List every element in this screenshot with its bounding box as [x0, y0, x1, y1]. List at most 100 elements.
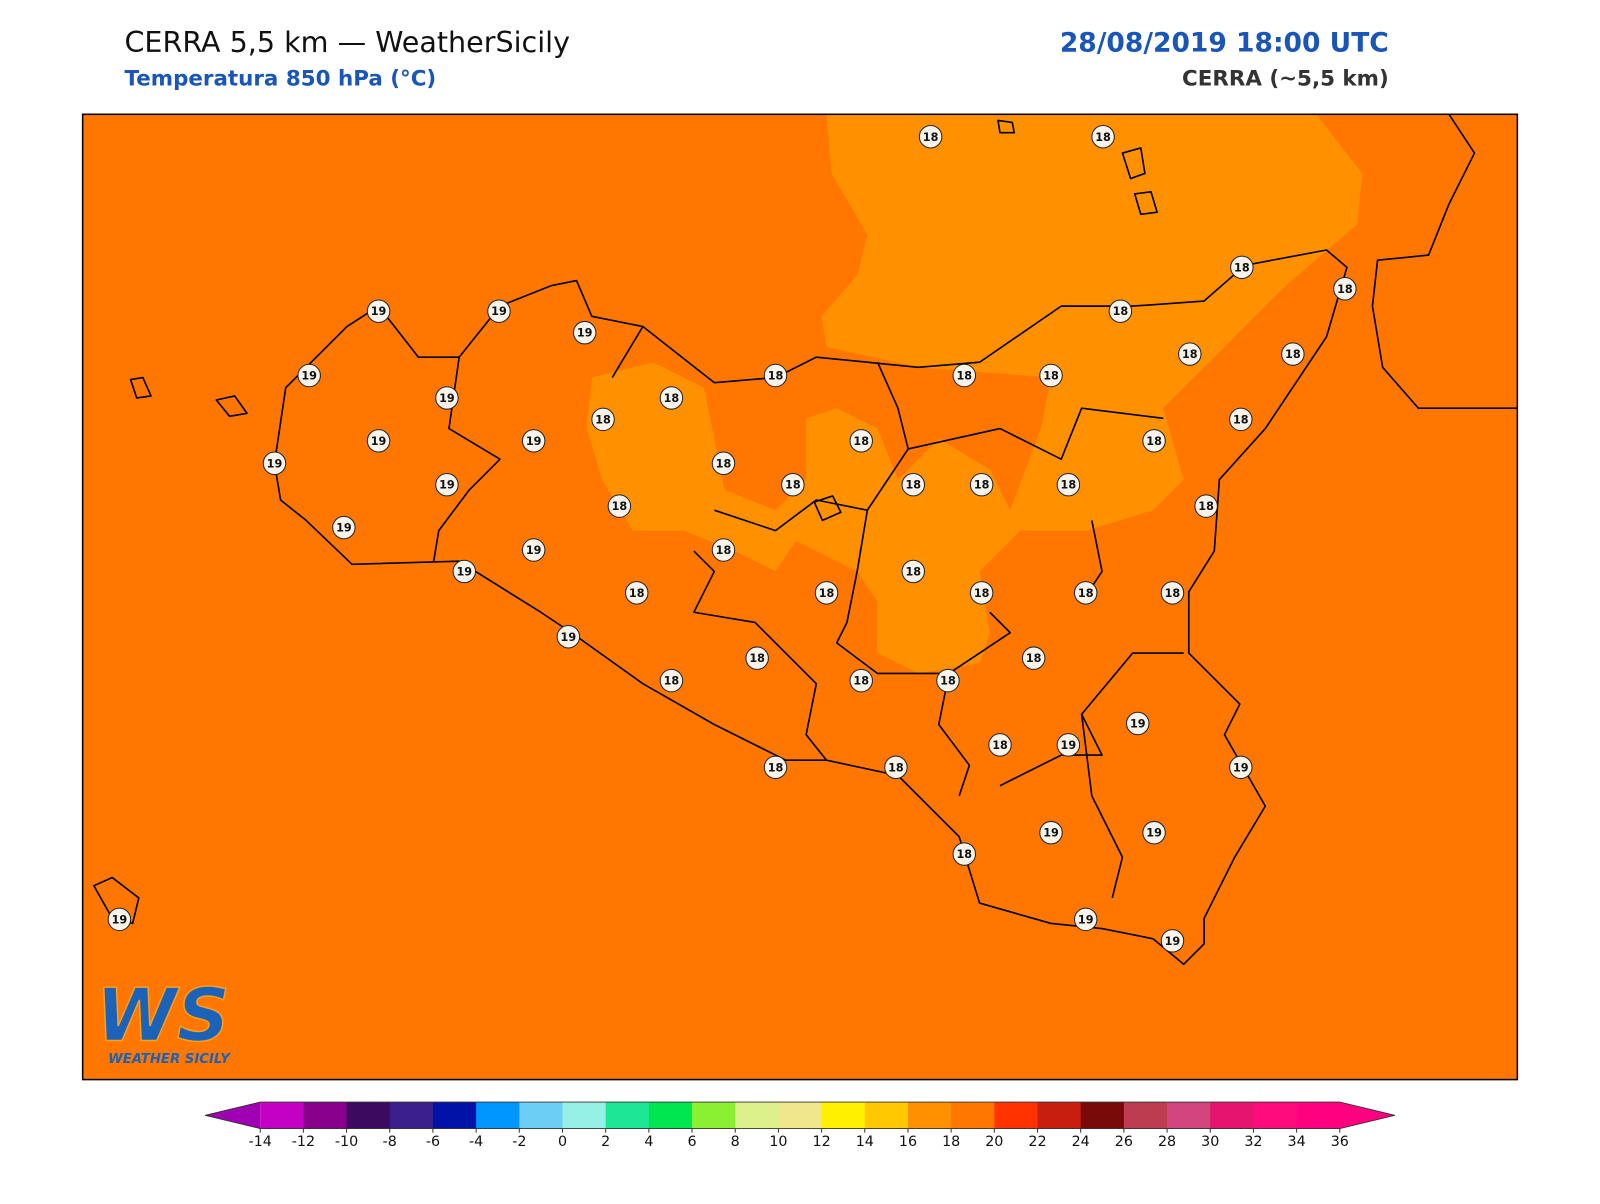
station-value: 18 [595, 413, 611, 426]
station-marker [988, 733, 1012, 757]
colorbar-tick-label: 12 [813, 1134, 831, 1150]
station-value: 19 [336, 522, 352, 535]
station-value: 18 [716, 544, 732, 557]
station-value: 18 [1146, 435, 1162, 448]
colorbar-tick-label: 8 [731, 1134, 740, 1150]
station-marker [521, 538, 546, 562]
colorbar-tick-label: 28 [1158, 1134, 1176, 1150]
station-marker [1021, 646, 1046, 670]
colorbar-tick-label: -12 [292, 1134, 315, 1150]
colorbar-extend-high [1339, 1102, 1395, 1129]
station-marker [1229, 755, 1253, 780]
colorbar-tick-label: 26 [1115, 1134, 1133, 1150]
colorbar-tick-label: 6 [688, 1134, 697, 1150]
colorbar-tick-label: 18 [942, 1134, 960, 1150]
logo-tagline: WEATHER SICILY [108, 1052, 231, 1067]
datetime: 28/08/2019 18:00 UTC [1060, 27, 1389, 58]
station-marker [262, 451, 287, 475]
station-value: 18 [1233, 413, 1249, 426]
station-value: 18 [956, 370, 972, 383]
colorbar-extend-low [205, 1102, 261, 1129]
colorbar-tick-label: -2 [512, 1134, 526, 1150]
station-marker [332, 515, 356, 540]
station-marker [1160, 581, 1185, 605]
colorbar-segment [1080, 1102, 1125, 1129]
colorbar-tick-label: 36 [1331, 1134, 1349, 1150]
station-marker [711, 538, 736, 562]
station-value: 19 [1130, 717, 1146, 730]
station-value: 19 [1146, 827, 1162, 840]
station-marker [1230, 255, 1254, 280]
colorbar-tick-label: -10 [335, 1134, 358, 1150]
station-value: 19 [526, 544, 542, 557]
station-marker [1160, 929, 1185, 953]
logo-mark: WS [96, 973, 230, 1058]
station-marker [849, 429, 873, 453]
station-marker [659, 386, 684, 410]
colorbar-segment [951, 1102, 995, 1129]
station-marker [452, 559, 477, 584]
station-value: 18 [853, 435, 869, 448]
station-value: 19 [1061, 739, 1077, 752]
station-value: 18 [749, 652, 765, 665]
station-value: 18 [768, 761, 784, 774]
colorbar-segment [389, 1102, 434, 1129]
colorbar-tick-label: 0 [558, 1134, 567, 1150]
station-value: 18 [956, 848, 972, 861]
map: 18 18 18 18 19 19 19 18 18 18 19 18 18 18 19 18 18 18 19 19… [82, 114, 1518, 1080]
station-value: 19 [526, 435, 542, 448]
station-value: 18 [1337, 283, 1353, 296]
station-marker [711, 451, 736, 475]
temperature-zone [586, 114, 1363, 674]
colorbar-segment [605, 1102, 650, 1129]
station-value: 18 [785, 479, 801, 492]
colorbar-tick-label: -6 [426, 1134, 440, 1150]
station-value: 18 [664, 675, 680, 688]
station-value: 19 [1078, 913, 1094, 926]
colorbar: -14 -12 -10 -8 -6 -4 -2 0 2 4 6 8 10 12 14 16 18 20 22 24 26… [205, 1101, 1395, 1150]
station-marker [1056, 733, 1081, 757]
station-marker [884, 755, 908, 780]
station-value: 18 [664, 392, 680, 405]
station-value: 19 [301, 370, 317, 383]
station-marker [901, 559, 925, 584]
colorbar-tick-label: -14 [249, 1134, 272, 1150]
station-value: 18 [612, 500, 628, 513]
station-marker [1039, 363, 1063, 388]
station-marker [1056, 472, 1081, 497]
station-marker [1126, 711, 1150, 736]
station-marker [435, 472, 459, 497]
colorbar-segment [432, 1102, 477, 1129]
station-marker [366, 429, 391, 453]
station-marker [625, 581, 649, 605]
station-marker [521, 429, 546, 453]
station-marker [487, 299, 511, 323]
colorbar-tick-label: 14 [856, 1134, 874, 1150]
colorbar-tick-label: 34 [1288, 1134, 1306, 1150]
colorbar-segment [1037, 1102, 1082, 1129]
station-value: 18 [629, 587, 645, 600]
colorbar-segment [1210, 1102, 1254, 1129]
station-marker [952, 842, 977, 866]
colorbar-segment [1296, 1102, 1341, 1129]
station-marker [1091, 125, 1115, 149]
station-value: 18 [905, 565, 921, 578]
title: CERRA 5,5 km — WeatherSicily [124, 25, 570, 59]
station-value: 19 [577, 327, 593, 340]
colorbar-segment [1123, 1102, 1168, 1129]
colorbar-tick-label: 16 [899, 1134, 917, 1150]
station-marker [901, 472, 925, 497]
station-marker [1281, 342, 1305, 366]
station-marker [936, 668, 960, 693]
colorbar-segment [346, 1102, 391, 1129]
station-marker [1142, 429, 1166, 453]
station-value: 18 [1095, 131, 1111, 144]
colorbar-tick-label: 22 [1028, 1134, 1046, 1150]
colorbar-segment [692, 1102, 736, 1129]
station-value: 18 [1113, 305, 1129, 318]
station-marker [1194, 494, 1218, 518]
colorbar-segment [821, 1102, 866, 1129]
colorbar-tick-label: 4 [644, 1134, 653, 1150]
station-marker [607, 494, 632, 518]
colorbar-tick-label: 32 [1244, 1134, 1262, 1150]
